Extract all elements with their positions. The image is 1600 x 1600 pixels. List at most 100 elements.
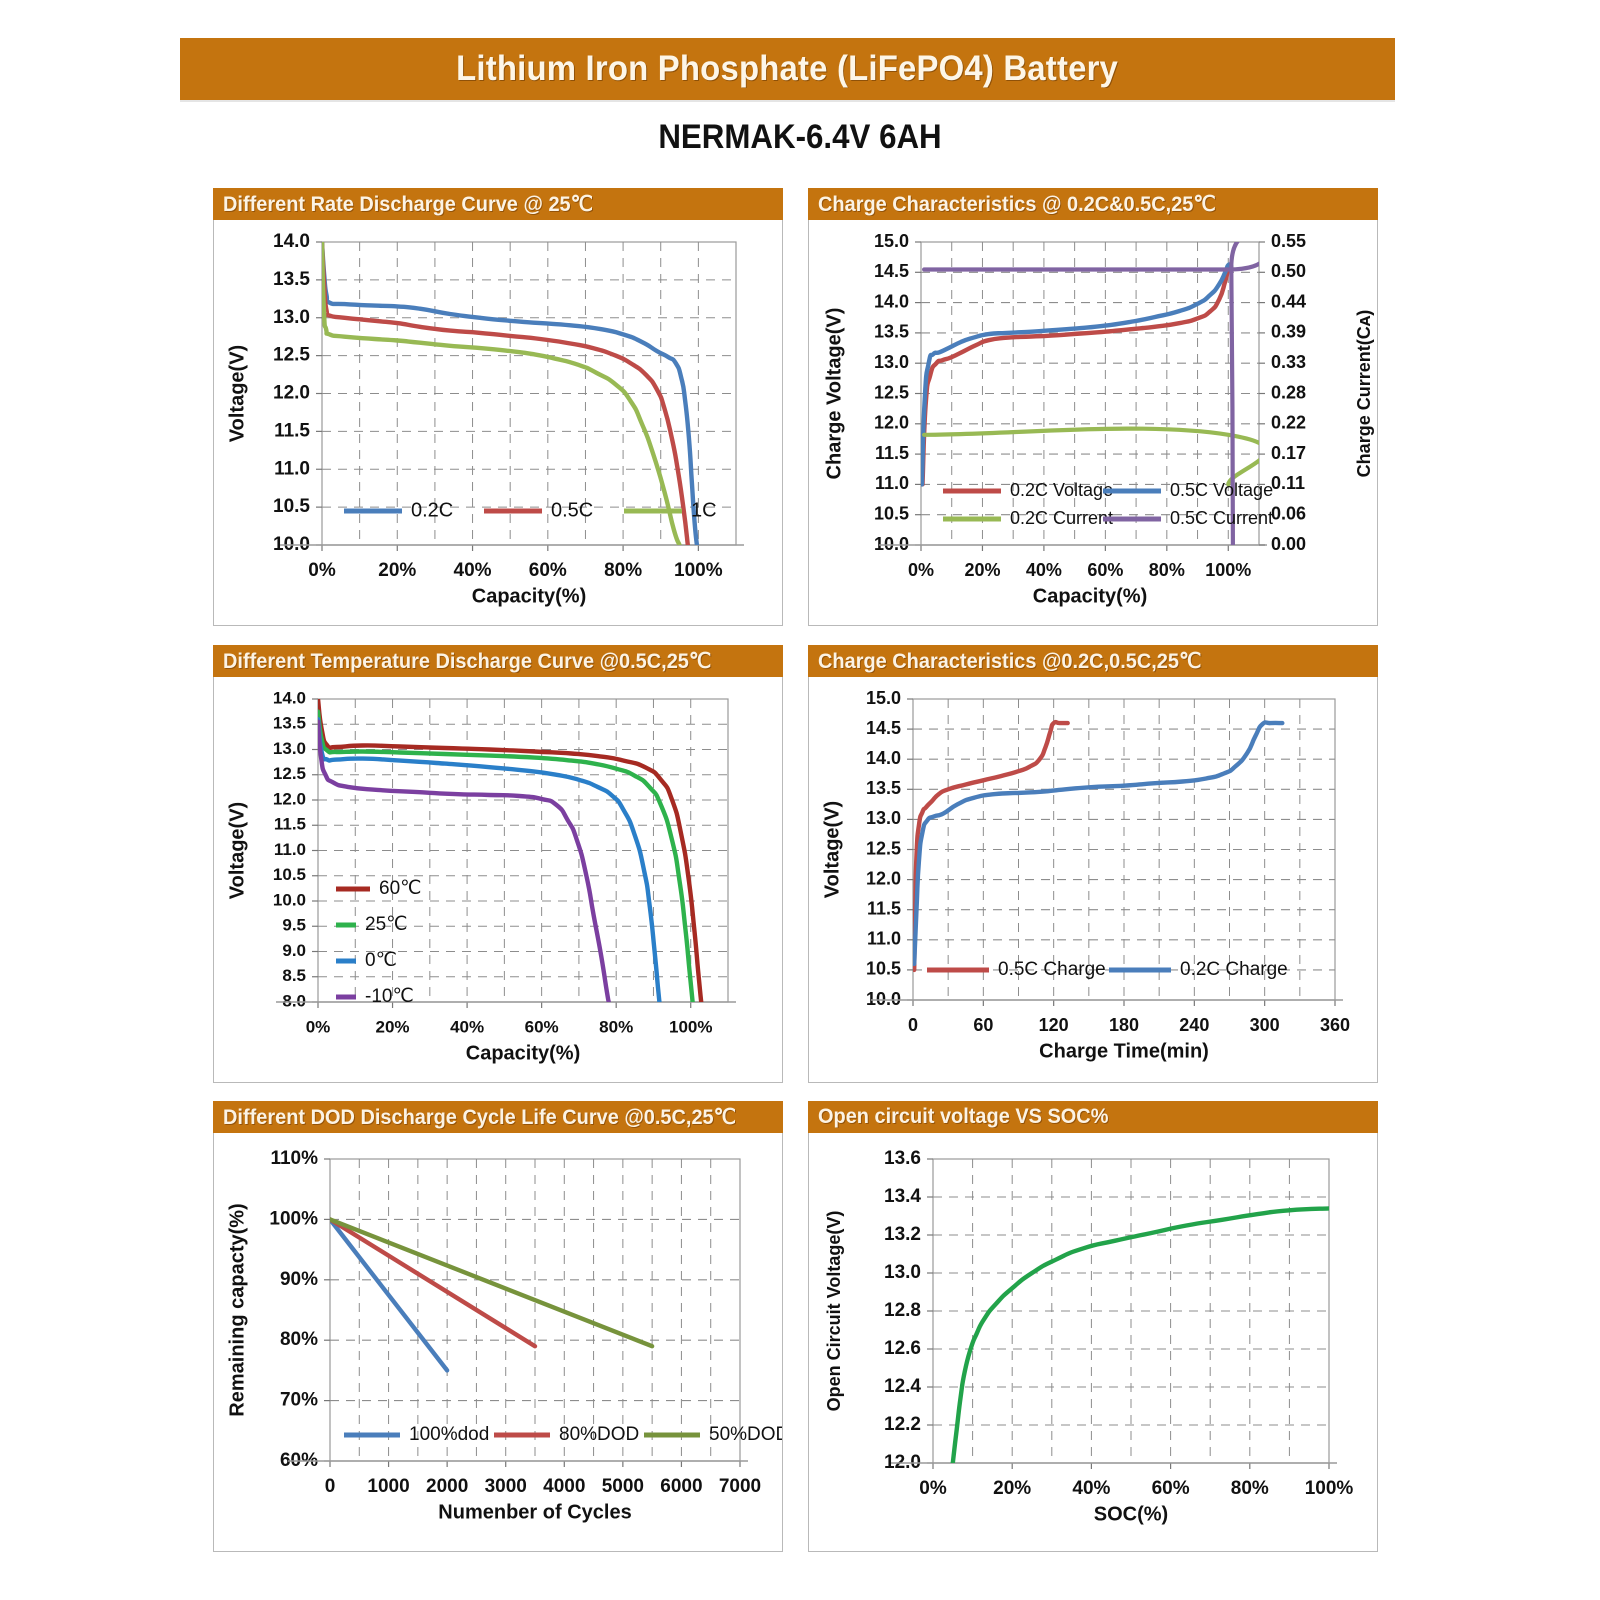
y2tick-label: 0.50 (1271, 261, 1306, 281)
panel-body: 60% 70% 80% 90% 100% 110% 0 1000 2000 3000 4000 500… (213, 1133, 783, 1552)
ytick-label: 14.0 (866, 748, 901, 768)
ytick-label: 12.2 (884, 1414, 921, 1435)
xtick-label: 60% (525, 1017, 559, 1036)
ytick-label: 90% (280, 1269, 318, 1290)
plot-frame (321, 241, 737, 546)
banner-title: Lithium Iron Phosphate (LiFePO4) Battery (456, 49, 1119, 88)
legend-label: 25℃ (365, 914, 407, 935)
xtick-label: 0 (325, 1476, 336, 1497)
ytick-label: 11.5 (274, 420, 310, 441)
xtick-label: 60% (1152, 1478, 1190, 1499)
ytick-label: 80% (280, 1329, 318, 1350)
xtick-label: 80% (1149, 560, 1185, 580)
ytick-label: 15.0 (874, 231, 909, 251)
xtick-label: 20% (964, 560, 1000, 580)
ytick-label: 14.5 (866, 718, 901, 738)
y2tick-label: 0.00 (1271, 534, 1306, 554)
ytick-label: 13.5 (874, 322, 909, 342)
legend-label: 60℃ (379, 878, 421, 899)
y-axis-label: Remaining capacty(%) (226, 1203, 248, 1416)
legend-label: 0.5C Voltage (1170, 480, 1273, 500)
legend-label: -10℃ (365, 986, 414, 1007)
ytick-label: 12.5 (273, 345, 310, 366)
page-banner: Lithium Iron Phosphate (LiFePO4) Battery (180, 38, 1395, 100)
panel-title: Different Rate Discharge Curve @ 25℃ (223, 192, 594, 216)
xtick-label: 0% (919, 1478, 947, 1499)
y2tick-label: 0.44 (1271, 291, 1306, 311)
xtick-label: 40% (450, 1017, 484, 1036)
xtick-label: 60 (973, 1015, 993, 1035)
chart-svg: 10.0 10.5 11.0 11.5 12.0 12.5 13.0 13.5 14.0 14.5… (821, 688, 1350, 1063)
ytick-label: 13.2 (884, 1224, 921, 1245)
panel-title: Charge Characteristics @ 0.2C&0.5C,25℃ (818, 192, 1216, 216)
series-line (318, 699, 704, 1002)
ytick-label: 11.0 (274, 458, 310, 479)
model-name: NERMAK-6.4V 6AH (658, 118, 942, 156)
panel-header: Different Rate Discharge Curve @ 25℃ (213, 188, 783, 220)
series-group (913, 719, 1285, 973)
y2tick-label: 0.33 (1271, 352, 1306, 372)
ytick-label: 12.6 (884, 1338, 921, 1359)
ytick-label: 100% (269, 1208, 318, 1229)
ytick-label: 10.0 (273, 890, 306, 909)
xtick-label: 6000 (660, 1476, 702, 1497)
y2tick-label: 0.17 (1271, 443, 1306, 463)
y2tick-label: 0.55 (1271, 231, 1306, 251)
y2-axis-label: Charge Current(Cᴀ) (1354, 310, 1374, 478)
y-axis-label: Voltage(V) (226, 345, 248, 442)
ytick-label: 10.0 (866, 989, 901, 1009)
xtick-label: 80% (604, 560, 642, 581)
ytick-label: 13.6 (884, 1148, 921, 1169)
ytick-label: 11.5 (274, 815, 306, 834)
series-line (921, 264, 1234, 487)
ytick-label: 12.0 (273, 383, 310, 404)
y-axis-label: Charge Voltage(V) (823, 308, 845, 480)
xtick-label: 0% (308, 560, 336, 581)
ytick-label: 14.5 (874, 261, 909, 281)
panel-body: 12.0 12.2 12.4 12.6 12.8 13.0 13.2 13.4 13.6 0% 20… (808, 1133, 1378, 1552)
legend-label: 0.5C Current (1170, 508, 1273, 528)
legend-label: 80%DOD (559, 1424, 639, 1445)
legend-label: 0.2C Charge (1180, 959, 1288, 980)
xtick-label: 60% (529, 560, 567, 581)
ytick-label: 11.0 (867, 929, 901, 949)
xtick-label: 4000 (543, 1476, 585, 1497)
ytick-label: 12.0 (273, 789, 306, 808)
series-line (322, 242, 682, 545)
ytick-label: 14.0 (273, 231, 310, 252)
series-line (922, 426, 1259, 487)
chart-svg: 10.010.511.011.512.012.513.013.514.00% 20… (226, 231, 744, 607)
chart-svg: 8.0 8.5 9.0 9.5 10.0 10.5 11.0 11.5 12.0 12.5 13.0… (226, 688, 736, 1064)
y2tick-label: 0.22 (1271, 413, 1306, 433)
ytick-label: 10.0 (874, 534, 909, 554)
panel-header: Charge Characteristics @0.2C,0.5C,25℃ (808, 645, 1378, 677)
ytick-label: 8.5 (282, 966, 306, 985)
panel-title: Different DOD Discharge Cycle Life Curve… (223, 1105, 737, 1129)
ytick-label: 11.5 (867, 898, 901, 918)
series-group (330, 1217, 655, 1373)
ytick-label: 13.0 (866, 808, 901, 828)
ytick-label: 13.5 (273, 714, 306, 733)
series-line (950, 1206, 1329, 1463)
xtick-label: 5000 (602, 1476, 644, 1497)
panel-header: Charge Characteristics @ 0.2C&0.5C,25℃ (808, 188, 1378, 220)
ytick-label: 9.5 (282, 916, 306, 935)
x-axis-label: Capacity(%) (1033, 585, 1147, 607)
legend-label: 1C (691, 499, 717, 521)
ytick-label: 14.0 (273, 688, 306, 707)
xtick-label: 2000 (426, 1476, 468, 1497)
y-axis-label: Voltage(V) (226, 802, 248, 899)
panel-title: Different Temperature Discharge Curve @0… (223, 649, 712, 673)
panel-dod-cycle-life: Different DOD Discharge Cycle Life Curve… (213, 1101, 783, 1552)
series-line (322, 242, 700, 545)
xtick-label: 40% (1026, 560, 1062, 580)
series-group (322, 242, 700, 545)
ytick-label: 9.0 (282, 941, 306, 960)
ytick-label: 13.4 (884, 1186, 921, 1207)
chart-rate-discharge: 10.0 10.5 11.0 11.5 12.0 12.5 13.0 13.5 14.0 0% 20… (214, 220, 782, 623)
xtick-label: 100% (674, 560, 723, 581)
xtick-label: 80% (1231, 1478, 1269, 1499)
series-line (330, 1217, 655, 1349)
y2tick-label: 0.11 (1271, 473, 1305, 493)
y2tick-label: 0.39 (1271, 322, 1306, 342)
